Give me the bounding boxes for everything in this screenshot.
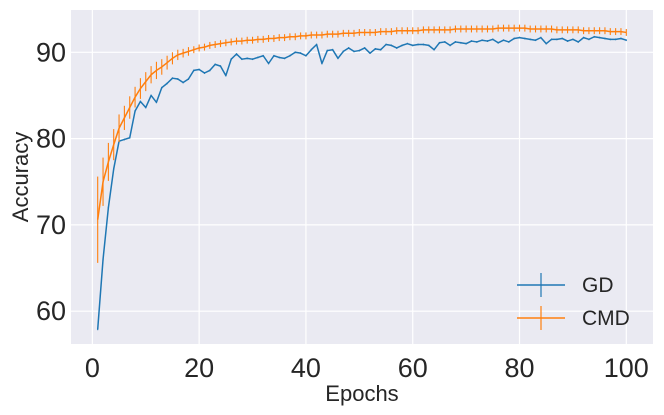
- plot-area: [71, 10, 653, 344]
- series-layer: [96, 24, 627, 331]
- x-tick-label: 40: [291, 353, 321, 383]
- y-tick-labels: 60 70 80 90: [36, 37, 66, 326]
- y-axis-label: Accuracy: [8, 132, 33, 222]
- series-gd: [96, 35, 627, 331]
- y-tick-label: 60: [36, 296, 66, 326]
- x-tick-label: 60: [398, 353, 428, 383]
- legend: GD CMD: [517, 273, 630, 330]
- x-tick-label: 20: [184, 353, 214, 383]
- x-tick-label: 100: [604, 353, 649, 383]
- legend-gd-label: GD: [582, 274, 614, 297]
- series-cmd: [96, 24, 627, 263]
- grid-lines: [71, 10, 653, 344]
- series-line-gd: [96, 36, 627, 330]
- x-tick-labels: 0 20 40 60 80 100: [85, 353, 649, 383]
- y-tick-label: 80: [36, 124, 66, 154]
- x-tick-label: 0: [85, 353, 100, 383]
- y-tick-label: 90: [36, 37, 66, 67]
- series-line-cmd: [96, 27, 627, 220]
- y-tick-label: 70: [36, 210, 66, 240]
- x-axis-label: Epochs: [325, 381, 398, 406]
- x-tick-label: 80: [504, 353, 534, 383]
- legend-cmd-label: CMD: [582, 307, 630, 330]
